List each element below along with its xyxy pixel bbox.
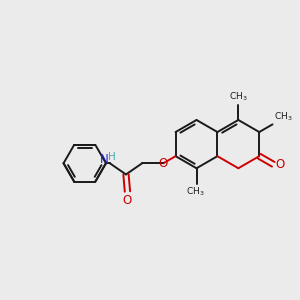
Text: N: N [100,153,108,166]
Text: O: O [123,194,132,208]
Text: H: H [108,152,116,162]
Text: O: O [159,157,168,170]
Text: CH$_3$: CH$_3$ [274,111,292,123]
Text: O: O [275,158,285,171]
Text: CH$_3$: CH$_3$ [229,91,248,103]
Text: CH$_3$: CH$_3$ [186,186,204,198]
